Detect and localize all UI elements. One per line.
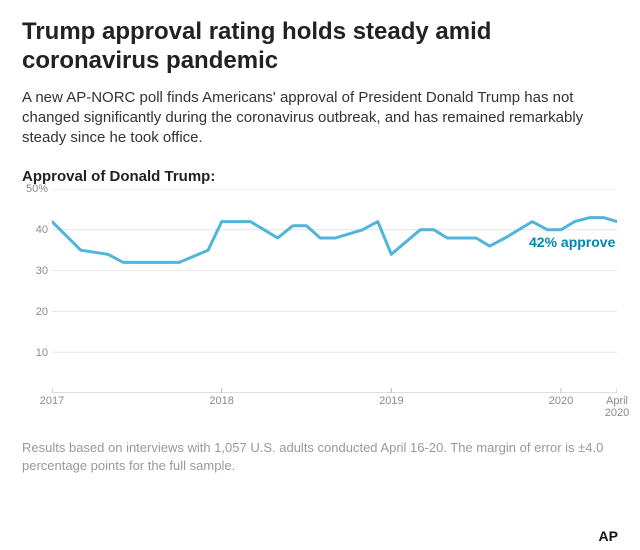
y-tick-label: 10 <box>36 347 48 359</box>
y-tick-label: 20 <box>36 306 48 318</box>
x-tick-label: 2020 <box>549 395 573 407</box>
source-credit: AP <box>599 528 618 544</box>
x-axis-ticks: 2017201820192020April 2020 <box>52 393 617 419</box>
callout-label: 42% approve <box>529 234 615 250</box>
x-tick-label: April 2020 <box>605 395 629 419</box>
approval-chart: 1020304050% 42% approve 2017201820192020… <box>22 189 617 419</box>
chart-series-label: Approval of Donald Trump: <box>22 168 618 185</box>
y-tick-label: 40 <box>36 224 48 236</box>
y-axis-ticks: 1020304050% <box>22 189 48 393</box>
x-tick-label: 2019 <box>379 395 403 407</box>
x-tick-label: 2018 <box>209 395 233 407</box>
page-title: Trump approval rating holds steady amid … <box>22 18 618 76</box>
y-tick-label: 30 <box>36 265 48 277</box>
x-tick-label: 2017 <box>40 395 64 407</box>
chart-svg <box>52 189 617 393</box>
page-subtitle: A new AP-NORC poll finds Americans' appr… <box>22 88 618 149</box>
chart-plot-area: 42% approve <box>52 189 617 393</box>
chart-footnote: Results based on interviews with 1,057 U… <box>22 439 618 474</box>
y-tick-label: 50% <box>26 183 48 195</box>
